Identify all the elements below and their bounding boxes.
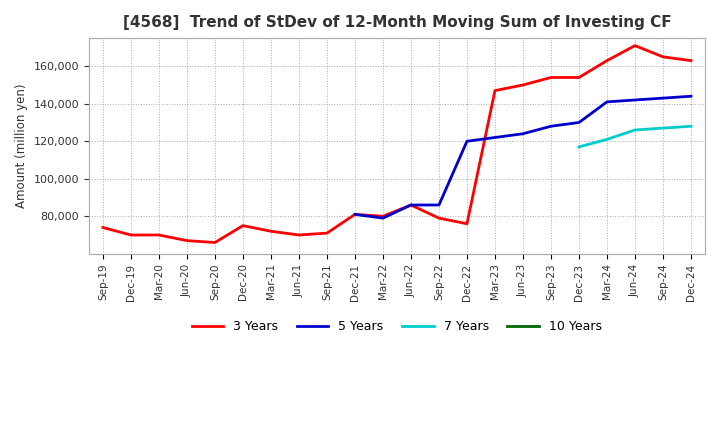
Title: [4568]  Trend of StDev of 12-Month Moving Sum of Investing CF: [4568] Trend of StDev of 12-Month Moving… [122,15,671,30]
Y-axis label: Amount (million yen): Amount (million yen) [15,84,28,208]
Legend: 3 Years, 5 Years, 7 Years, 10 Years: 3 Years, 5 Years, 7 Years, 10 Years [187,315,607,338]
